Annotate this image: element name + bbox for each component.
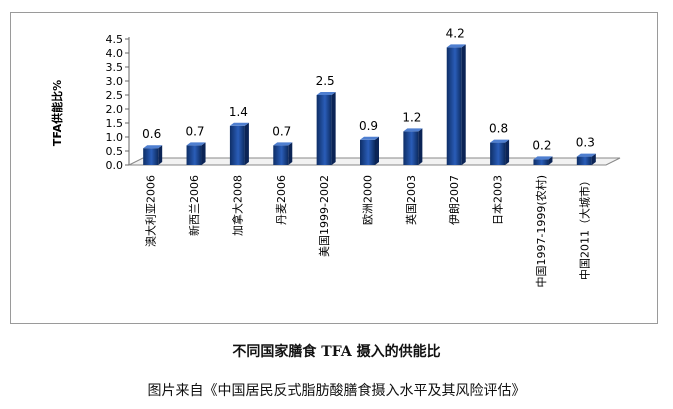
y-tick-label: 1.5 (106, 117, 124, 130)
bar-top (533, 156, 553, 160)
bar-side (591, 153, 596, 165)
data-label: 0.2 (532, 138, 551, 152)
bar (229, 125, 245, 165)
y-tick-label: 4.0 (106, 47, 124, 60)
data-label: 0.9 (359, 119, 378, 133)
bar (446, 47, 462, 165)
y-tick-label: 3.5 (106, 61, 124, 74)
bar (533, 159, 549, 165)
y-tick-label: 0.5 (106, 145, 124, 158)
y-tick-label: 2.5 (106, 89, 124, 102)
bar-side (158, 145, 163, 165)
source-note: 图片来自《中国居民反式脂肪酸膳食摄入水平及其风险评估》 (147, 383, 526, 399)
y-tick-label: 4.5 (106, 33, 124, 46)
bar-top (186, 142, 206, 146)
bar (143, 148, 159, 165)
x-tick-label: 日本2003 (491, 175, 505, 225)
data-label: 0.6 (142, 127, 161, 141)
bar-top (360, 136, 379, 140)
x-tick-label: 英国2003 (404, 175, 418, 225)
bar-side (548, 156, 553, 165)
bar-top (490, 139, 510, 143)
bar-top (229, 122, 249, 126)
bar-side (288, 142, 293, 165)
chart-title: 不同国家膳食 TFA 摄入的供能比 (232, 344, 441, 360)
data-label: 4.2 (446, 26, 465, 40)
bar-side (244, 122, 249, 165)
bar-side (461, 44, 466, 165)
bar-side (375, 136, 379, 165)
y-tick-label: 3.0 (106, 75, 124, 88)
data-label: 0.7 (185, 124, 204, 138)
bar-top (403, 128, 423, 132)
bar-side (418, 128, 423, 165)
x-tick-label: 澳大利亚2006 (144, 175, 158, 247)
y-tick-label: 1.0 (106, 131, 124, 144)
data-label: 1.4 (229, 105, 248, 119)
bar (186, 145, 202, 165)
bar-top (316, 92, 336, 95)
bar (316, 95, 332, 165)
y-tick-label: 0.0 (106, 159, 124, 172)
bar (490, 142, 506, 165)
bar (360, 139, 375, 165)
x-tick-label: 中国2011（大城市） (577, 175, 591, 280)
bar-chart: 0.00.51.01.52.02.53.03.54.04.50.6澳大利亚200… (50, 26, 621, 288)
bar-side (331, 92, 336, 165)
x-tick-label: 欧洲2000 (362, 175, 375, 225)
x-tick-label: 新西兰2006 (187, 175, 201, 236)
bar-top (446, 44, 466, 48)
x-tick-label: 丹麦2006 (275, 175, 288, 225)
bar-top (273, 142, 293, 146)
data-label: 0.3 (576, 136, 595, 150)
data-label: 2.5 (316, 74, 335, 88)
bar-top (576, 153, 596, 157)
x-tick-label: 美国1999-2002 (318, 175, 331, 257)
y-tick-label: 2.0 (106, 103, 124, 116)
x-tick-label: 中国1997-1999(农村) (534, 175, 548, 288)
chart-frame: 0.0 0.5 1.0 1.5 2.0 2.5 3.0 3.5 4.0 4.5 0.6 澳大利亚200… (10, 12, 658, 324)
bar-side (201, 142, 206, 165)
bar (403, 131, 419, 165)
bar-side (505, 139, 510, 165)
bar (576, 156, 592, 165)
data-label: 0.7 (272, 124, 291, 138)
bar (273, 145, 289, 165)
data-label: 0.8 (489, 122, 508, 136)
data-label: 1.2 (402, 110, 421, 124)
x-tick-label: 伊朗2007 (448, 175, 461, 225)
bar-top (143, 145, 163, 149)
y-axis-label: TFA供能比% (50, 80, 64, 146)
x-tick-label: 加拿大2008 (230, 175, 244, 236)
